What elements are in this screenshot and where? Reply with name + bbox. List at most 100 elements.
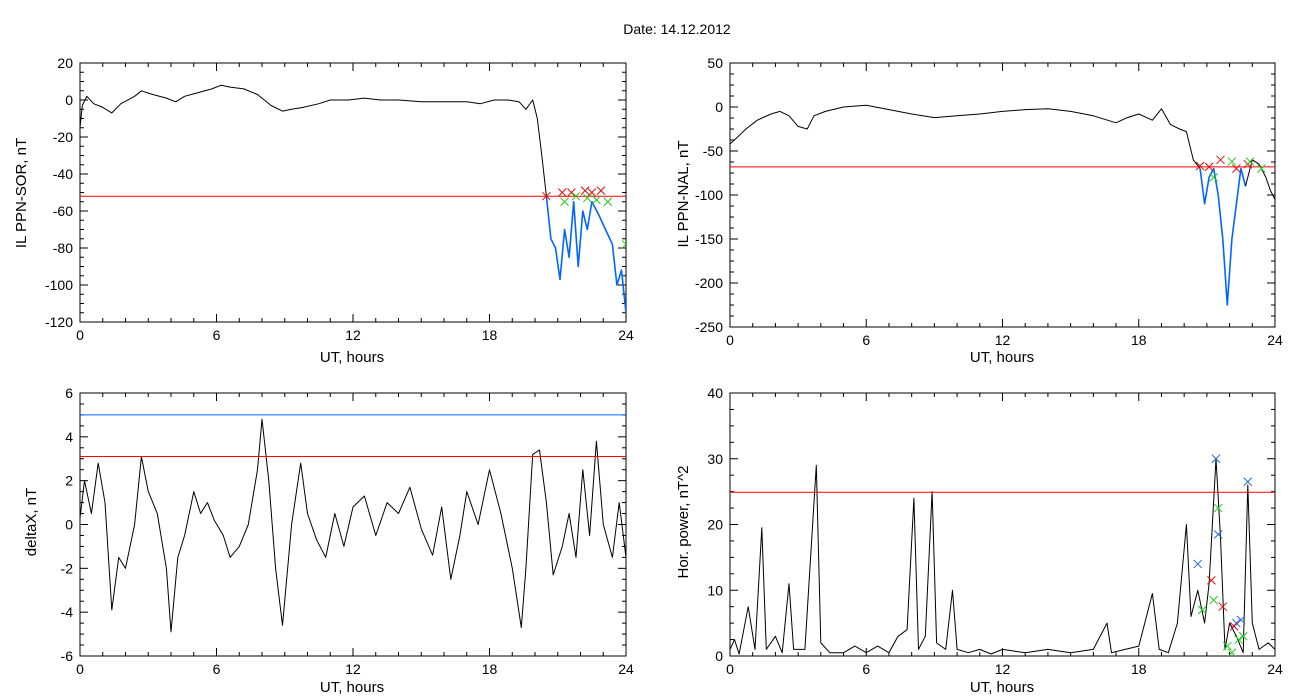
red-x-marker — [557, 188, 567, 197]
y-tick-label: 6 — [65, 385, 73, 401]
marker-stroke — [560, 197, 569, 207]
x-tick-label: 6 — [213, 661, 221, 677]
x-tick-label: 0 — [76, 661, 84, 677]
blue-x-marker — [1213, 530, 1223, 539]
marker-stroke — [1234, 635, 1244, 644]
xlabel-nal: UT, hours — [970, 349, 1034, 366]
plot-frame — [79, 62, 627, 323]
marker-stroke — [1257, 164, 1266, 173]
ylabel-nal: IL PPN-NAL, nT — [675, 141, 692, 248]
blue-x-marker — [1193, 559, 1203, 569]
y-tick-label: 10 — [707, 582, 723, 598]
marker-stroke — [1216, 155, 1225, 165]
x-tick-label: 24 — [1267, 332, 1283, 348]
x-tick-label: 6 — [213, 327, 221, 343]
x-tick-label: 6 — [862, 332, 870, 348]
y-tick-label: 2 — [65, 473, 73, 489]
marker-stroke — [1245, 157, 1255, 166]
red-x-marker — [1204, 162, 1214, 172]
marker-stroke — [1207, 576, 1216, 585]
y-tick-label: -120 — [45, 314, 73, 330]
green-x-marker — [1227, 157, 1237, 166]
marker-stroke — [621, 239, 626, 246]
marker-stroke — [1227, 648, 1237, 656]
marker-stroke — [603, 197, 613, 207]
red-x-marker — [1207, 576, 1216, 585]
red-x-marker — [1218, 602, 1228, 612]
x-tick-label: 12 — [345, 327, 361, 343]
red-x-marker — [542, 191, 551, 201]
marker-stroke — [1204, 162, 1214, 172]
y-tick-label: 20 — [57, 55, 73, 71]
green-x-marker — [1222, 641, 1232, 651]
green-x-marker — [1245, 157, 1255, 166]
green-x-marker — [592, 195, 601, 205]
y-tick-label: 50 — [707, 55, 723, 71]
x-tick-label: 0 — [726, 661, 734, 677]
x-tick-label: 24 — [618, 661, 634, 677]
marker-stroke — [1232, 164, 1241, 173]
green-x-marker — [1209, 173, 1219, 182]
y-tick-label: -100 — [695, 187, 723, 203]
x-tick-label: 0 — [726, 332, 734, 348]
marker-stroke — [1213, 530, 1223, 539]
plot-frame — [79, 392, 627, 657]
marker-stroke — [596, 186, 606, 196]
plot-frame — [729, 62, 1276, 328]
y-tick-label: 0 — [65, 517, 73, 533]
marker-stroke — [1209, 173, 1219, 182]
blue-x-marker — [1236, 615, 1246, 625]
figure-title: Date: 14.12.2012 — [623, 21, 731, 37]
marker-stroke — [621, 243, 626, 249]
series-line — [1245, 159, 1275, 200]
panel-horpower: Hor. power, nT^2 UT, hours 0 6 12 18 24 40 30 2… — [675, 385, 1283, 696]
y-tick-label: -80 — [53, 240, 73, 256]
y-tick-label: 0 — [65, 92, 73, 108]
red-x-marker — [567, 188, 576, 197]
x-tick-label: 12 — [345, 661, 361, 677]
panel-deltax: deltaX, nT UT, hours 0 6 12 18 24 6 4 2 0 -2 -4 -6 — [23, 385, 634, 696]
marker-stroke — [582, 193, 592, 203]
y-tick-label: -60 — [53, 203, 73, 219]
green-x-marker — [1234, 635, 1244, 644]
green-x-marker — [1209, 595, 1219, 605]
marker-stroke — [1227, 157, 1237, 166]
x-tick-label: 18 — [482, 661, 498, 677]
y-tick-label: -150 — [695, 231, 723, 247]
y-tick-label: 0 — [715, 99, 723, 115]
red-x-marker — [1229, 622, 1239, 631]
panel-sor: IL PPN-SOR, nT UT, hours 0 6 12 18 24 20 0 -20 -… — [13, 55, 634, 366]
series-line — [80, 84, 547, 197]
x-tick-label: 24 — [618, 327, 634, 343]
green-x-marker — [603, 197, 613, 207]
blue-x-marker — [1211, 454, 1221, 464]
green-x-marker — [1197, 605, 1207, 615]
series-line — [80, 418, 626, 633]
ylabel-sor: IL PPN-SOR, nT — [13, 138, 30, 248]
y-tick-label: -100 — [45, 277, 73, 293]
series-line — [730, 458, 1275, 655]
green-x-marker — [1238, 631, 1248, 641]
y-tick-label: -6 — [61, 648, 74, 664]
ylabel-deltax: deltaX, nT — [23, 488, 40, 556]
xlabel-deltax: UT, hours — [320, 679, 384, 696]
plot-data — [730, 454, 1275, 656]
marker-stroke — [1211, 454, 1221, 464]
green-x-marker — [1227, 648, 1237, 656]
marker-stroke — [1243, 477, 1253, 487]
plot-data — [730, 104, 1275, 306]
marker-stroke — [1218, 602, 1228, 612]
y-tick-label: -4 — [61, 604, 74, 620]
series-line-blue — [1199, 167, 1247, 306]
y-tick-label: 40 — [707, 385, 723, 401]
panel-nal: IL PPN-NAL, nT UT, hours 0 6 12 18 24 50 0 -50 -… — [675, 55, 1283, 366]
green-x-marker — [582, 193, 592, 203]
x-tick-label: 6 — [862, 661, 870, 677]
plot-frame — [729, 392, 1276, 657]
green-x-marker — [571, 191, 581, 201]
marker-stroke — [1197, 605, 1207, 615]
x-tick-label: 18 — [1131, 332, 1147, 348]
marker-stroke — [1213, 503, 1223, 513]
marker-stroke — [580, 186, 590, 196]
